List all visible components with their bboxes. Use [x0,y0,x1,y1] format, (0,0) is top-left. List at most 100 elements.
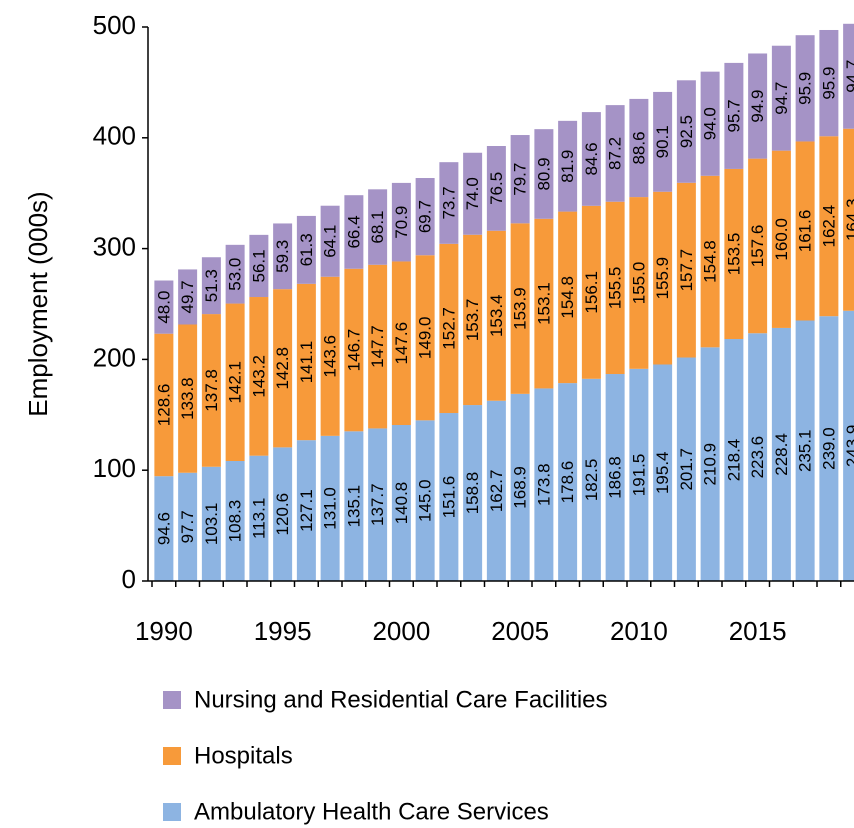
bar-segment [463,152,483,235]
y-tick-label: 300 [93,231,136,261]
bar-segment [795,35,815,142]
data-label: 147.7 [368,325,387,368]
bar-segment [653,91,673,192]
data-label: 61.3 [297,233,316,266]
data-label: 143.2 [249,355,268,398]
bar-segment [629,197,649,369]
data-label: 155.5 [606,267,625,310]
bar-segment [558,383,578,581]
data-label: 146.7 [344,329,363,372]
legend-swatch [163,803,181,821]
bar-segment [771,45,791,151]
data-label: 153.7 [463,299,482,342]
y-axis-title: Employment (000s) [23,191,53,416]
bar-segment [463,234,483,406]
data-label: 133.8 [178,377,197,420]
bar-segment [273,447,293,581]
bar-segment [581,112,601,206]
data-label: 161.6 [796,210,815,253]
bar-segment [653,191,673,365]
data-label: 152.7 [439,307,458,350]
bar-segment [724,339,744,581]
data-label: 235.1 [796,429,815,472]
bar-segment [439,162,459,244]
x-tick-label: 2000 [372,616,430,646]
y-tick-label: 500 [93,10,136,40]
data-label: 157.7 [677,249,696,292]
data-label: 68.1 [368,211,387,244]
data-label: 76.5 [487,172,506,205]
data-label: 168.9 [511,466,530,509]
bar-segment [605,105,625,202]
data-label: 160.0 [772,218,791,261]
data-label: 195.4 [653,451,672,494]
bar-segment [249,234,269,298]
bar-segment [225,461,245,581]
bar-segment [510,393,530,581]
data-label: 182.5 [582,459,601,502]
bar-segment [700,71,720,176]
legend-label: Ambulatory Health Care Services [194,798,549,825]
data-label: 87.2 [606,137,625,170]
data-label: 157.6 [748,225,767,268]
data-label: 153.1 [534,282,553,325]
bar-segment [178,472,198,581]
data-label: 94.7 [772,82,791,115]
data-label: 178.6 [558,461,577,504]
data-label: 81.9 [558,150,577,183]
bar-segment [391,182,411,262]
data-label: 120.6 [273,493,292,536]
data-label: 48.0 [154,291,173,324]
data-label: 56.1 [249,249,268,282]
bar-segment [534,388,554,581]
bar-segment [320,435,340,581]
bar-segment [296,440,316,581]
data-label: 95.7 [724,99,743,132]
data-label: 137.8 [202,369,221,412]
bar-segment [391,261,411,425]
data-label: 94.6 [154,512,173,545]
data-label: 103.1 [202,503,221,546]
data-label: 131.0 [321,487,340,530]
data-label: 164.3 [843,198,854,241]
bar-segment [415,255,435,421]
data-label: 162.7 [487,470,506,513]
x-tick-label: 1990 [135,616,193,646]
bar-segment [368,428,388,581]
bar-segment [415,178,435,256]
bar-segment [605,374,625,581]
bar-segment [676,357,696,581]
data-label: 239.0 [819,427,838,470]
bar-segment [795,141,815,321]
bar-segment [415,420,435,581]
bar-segment [843,128,854,311]
bar-segment [344,195,364,269]
bar-segment [296,283,316,441]
bar-segment [154,476,174,581]
data-label: 88.6 [629,131,648,164]
bar-segment [296,215,316,284]
bar-segment [748,158,768,334]
bar-segment [819,316,839,581]
data-label: 73.7 [439,186,458,219]
data-label: 145.0 [416,479,435,522]
data-label: 162.4 [819,205,838,248]
bar-segment [225,244,245,304]
legend-label: Nursing and Residential Care Facilities [194,686,608,713]
data-label: 151.6 [439,476,458,519]
bar-segment [273,289,293,448]
bar-segment [843,310,854,581]
bar-segment [748,333,768,581]
bar-segment [344,268,364,432]
data-label: 154.8 [701,240,720,283]
x-tick-label: 1995 [254,616,312,646]
data-label: 142.8 [273,347,292,390]
data-label: 210.9 [701,443,720,486]
legend-label: Hospitals [194,742,293,769]
data-label: 141.1 [297,341,316,384]
bar-segment [676,80,696,183]
data-label: 153.9 [511,287,530,330]
data-label: 154.8 [558,276,577,319]
data-label: 147.6 [392,322,411,365]
bar-segment [653,364,673,581]
